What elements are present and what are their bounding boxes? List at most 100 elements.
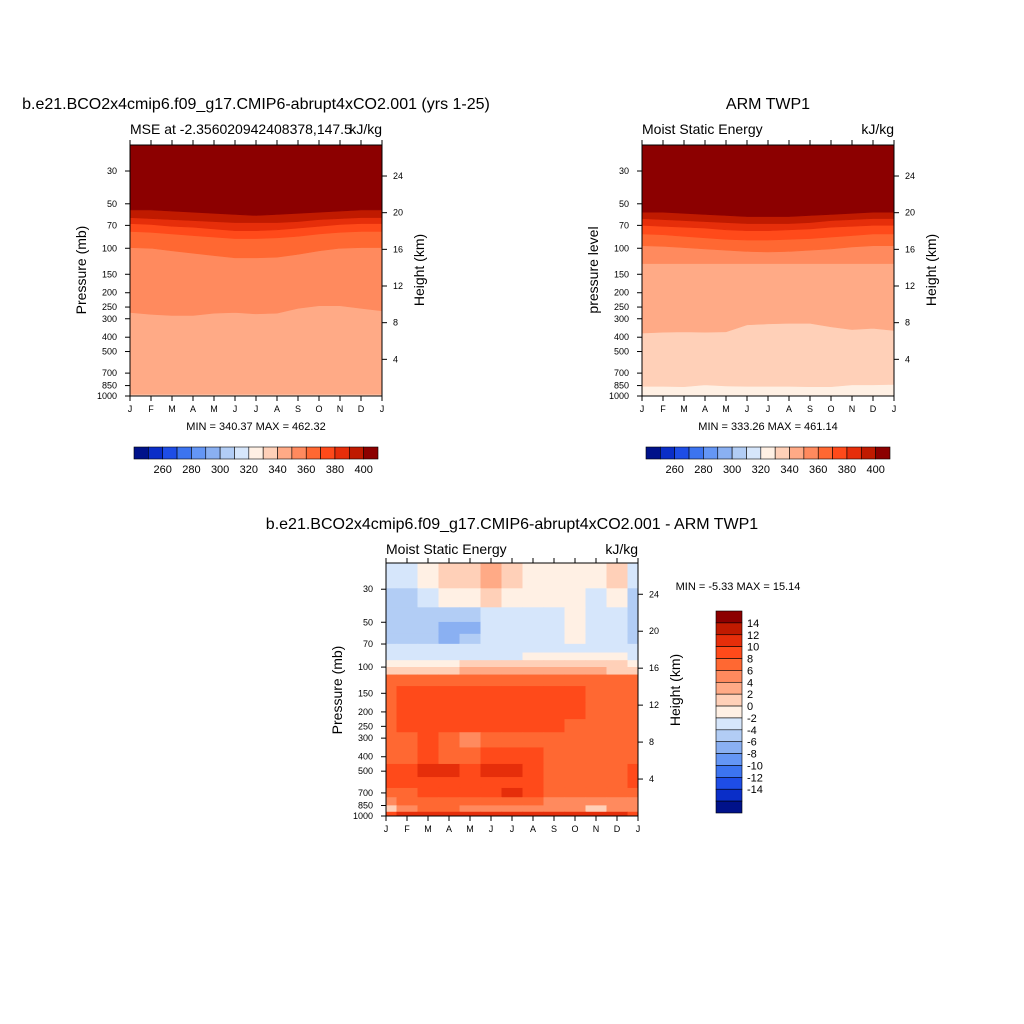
- contour-cell: [606, 787, 629, 798]
- x-tick-label: J: [384, 824, 389, 834]
- contour-cell: [459, 607, 482, 623]
- x-tick-label: D: [614, 824, 621, 834]
- contour-cell: [585, 652, 608, 661]
- contour-cell: [627, 763, 638, 778]
- colorbar-box: [191, 446, 207, 460]
- y-tick-label-pressure: 200: [102, 288, 117, 298]
- contour-cell: [564, 702, 587, 720]
- y-tick-label-pressure: 30: [619, 166, 629, 176]
- contour-cell: [417, 563, 440, 589]
- colorbar-box: [715, 777, 743, 790]
- contour-cell: [417, 797, 440, 806]
- contour-cell: [459, 633, 482, 645]
- panel-model-units: kJ/kg: [349, 121, 382, 137]
- contour-cell: [564, 643, 587, 654]
- contour-cell: [522, 633, 545, 645]
- contour-cell: [459, 805, 482, 813]
- y-tick-label-pressure: 30: [107, 166, 117, 176]
- contour-cell: [396, 787, 419, 798]
- colorbar-label: -8: [747, 749, 757, 761]
- y-tick-label-pressure: 150: [614, 269, 629, 279]
- contour-cell: [417, 674, 440, 687]
- x-tick-label: J: [640, 404, 645, 414]
- y-tick-label-height: 24: [905, 171, 915, 181]
- x-tick-label: S: [295, 404, 301, 414]
- colorbar-box: [715, 681, 743, 695]
- contour-cell: [501, 667, 524, 676]
- colorbar-label: 10: [747, 642, 759, 654]
- contour-cell: [396, 633, 419, 645]
- contour-cell: [627, 797, 638, 806]
- colorbar-label: 300: [211, 464, 229, 476]
- y-tick-label-pressure: 250: [102, 302, 117, 312]
- y-tick-label-height: 4: [649, 774, 654, 784]
- contour-cell: [585, 777, 608, 789]
- contour-cell: [585, 621, 608, 635]
- contour-cell: [543, 607, 566, 623]
- colorbar-box: [774, 446, 790, 460]
- panel-obs-units: kJ/kg: [861, 121, 894, 137]
- colorbar-box: [674, 446, 690, 460]
- y-tick-label-pressure: 400: [358, 752, 373, 762]
- colorbar-box: [645, 446, 661, 460]
- y-tick-label-height: 8: [649, 737, 654, 747]
- panel-model-colorbar: 260 280 300 320 340 360 380 400: [133, 446, 379, 476]
- colorbar-box: [832, 446, 848, 460]
- colorbar-box: [715, 670, 743, 683]
- contour-cell: [585, 763, 608, 778]
- contour-cell: [386, 805, 398, 813]
- panel-obs-title: ARM TWP1: [726, 96, 810, 113]
- contour-cell: [386, 797, 398, 806]
- contour-fill: [642, 145, 894, 396]
- panel-diff: b.e21.BCO2x4cmip6.f09_g17.CMIP6-abrupt4x…: [266, 516, 801, 834]
- y-tick-label-height: 8: [393, 318, 398, 328]
- colorbar-box: [660, 446, 676, 460]
- contour-cell: [543, 633, 566, 645]
- contour-cell: [522, 732, 545, 749]
- contour-cell: [501, 777, 524, 789]
- y-tick-label-pressure: 250: [358, 721, 373, 731]
- colorbar-box: [715, 717, 743, 731]
- contour-cell: [438, 777, 461, 789]
- colorbar-label: 380: [326, 464, 344, 476]
- contour-cell: [522, 674, 545, 687]
- contour-cell: [522, 763, 545, 778]
- y-tick-label-pressure: 500: [102, 347, 117, 357]
- contour-cell: [543, 777, 566, 789]
- panel-diff-title: b.e21.BCO2x4cmip6.f09_g17.CMIP6-abrupt4x…: [266, 516, 758, 533]
- x-tick-label: J: [745, 404, 750, 414]
- contour-cell: [417, 805, 440, 813]
- contour-cell: [396, 686, 419, 704]
- contour-cell: [501, 732, 524, 749]
- contour-cell: [417, 777, 440, 789]
- x-tick-label: D: [358, 404, 365, 414]
- contour-cell: [386, 787, 398, 798]
- contour-cell: [438, 621, 461, 635]
- contour-cell: [543, 763, 566, 778]
- contour-band: [130, 305, 382, 395]
- colorbar-box: [234, 446, 250, 460]
- x-tick-label: F: [404, 824, 410, 834]
- colorbar-label: 340: [268, 464, 286, 476]
- contour-cell: [459, 660, 482, 668]
- y-tick-label-pressure: 250: [614, 302, 629, 312]
- contour-cell: [543, 588, 566, 608]
- contour-cell: [564, 763, 587, 778]
- contour-cell: [386, 667, 398, 676]
- contour-cell: [396, 763, 419, 778]
- colorbar-label: -4: [747, 725, 757, 737]
- colorbar-box: [817, 446, 833, 460]
- y-tick-label-pressure: 70: [619, 220, 629, 230]
- x-tick-label: A: [190, 404, 196, 414]
- panel-model-variable-label: MSE at -2.356020942408378,147.5: [130, 121, 352, 137]
- contour-cell: [386, 702, 398, 720]
- contour-cell: [480, 621, 503, 635]
- contour-cell: [480, 702, 503, 720]
- panel-obs-ylabel: pressure level: [585, 226, 601, 313]
- contour-cell: [459, 787, 482, 798]
- contour-cell: [522, 667, 545, 676]
- contour-cell: [417, 643, 440, 654]
- contour-cell: [438, 588, 461, 608]
- contour-cell: [417, 633, 440, 645]
- y-tick-label-pressure: 50: [107, 199, 117, 209]
